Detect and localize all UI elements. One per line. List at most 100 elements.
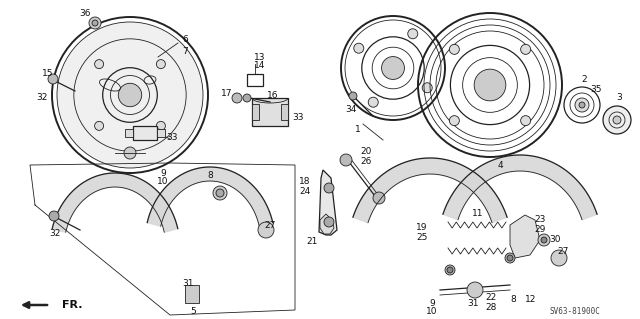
Text: 27: 27 bbox=[557, 248, 569, 256]
Text: 7: 7 bbox=[182, 48, 188, 56]
Text: 24: 24 bbox=[300, 188, 310, 197]
Circle shape bbox=[258, 222, 274, 238]
Text: 22: 22 bbox=[485, 293, 497, 302]
Circle shape bbox=[445, 265, 455, 275]
Text: 35: 35 bbox=[590, 85, 602, 93]
Text: 20: 20 bbox=[360, 147, 372, 157]
Circle shape bbox=[541, 237, 547, 243]
Text: 6: 6 bbox=[182, 35, 188, 44]
Text: 21: 21 bbox=[307, 238, 317, 247]
Circle shape bbox=[48, 74, 58, 84]
Text: 23: 23 bbox=[534, 216, 546, 225]
Text: 10: 10 bbox=[157, 176, 169, 186]
Text: 26: 26 bbox=[360, 158, 372, 167]
Circle shape bbox=[89, 17, 101, 29]
Text: 4: 4 bbox=[497, 160, 503, 169]
Circle shape bbox=[49, 211, 59, 221]
Circle shape bbox=[422, 83, 432, 93]
Circle shape bbox=[538, 234, 550, 246]
Circle shape bbox=[449, 116, 460, 126]
Text: 9: 9 bbox=[160, 168, 166, 177]
Text: 11: 11 bbox=[472, 209, 484, 218]
Circle shape bbox=[520, 44, 531, 54]
Circle shape bbox=[156, 122, 165, 130]
Circle shape bbox=[507, 255, 513, 261]
Circle shape bbox=[95, 60, 104, 69]
Circle shape bbox=[124, 147, 136, 159]
Circle shape bbox=[324, 183, 334, 193]
Polygon shape bbox=[147, 167, 273, 226]
Text: 1: 1 bbox=[355, 125, 361, 135]
Circle shape bbox=[232, 93, 242, 103]
Text: 15: 15 bbox=[42, 69, 54, 78]
Circle shape bbox=[613, 116, 621, 124]
Polygon shape bbox=[353, 158, 507, 223]
Circle shape bbox=[213, 186, 227, 200]
Circle shape bbox=[349, 92, 357, 100]
Bar bbox=[185, 285, 199, 303]
Circle shape bbox=[449, 44, 460, 54]
Circle shape bbox=[579, 102, 585, 108]
Polygon shape bbox=[320, 214, 334, 234]
Circle shape bbox=[447, 267, 453, 273]
Circle shape bbox=[154, 129, 162, 137]
Text: 32: 32 bbox=[49, 228, 61, 238]
Text: 31: 31 bbox=[182, 278, 194, 287]
Polygon shape bbox=[52, 173, 178, 232]
Text: 13: 13 bbox=[254, 54, 266, 63]
Polygon shape bbox=[319, 170, 337, 235]
Text: 30: 30 bbox=[549, 235, 561, 244]
Circle shape bbox=[603, 106, 631, 134]
Bar bbox=[252, 98, 288, 126]
Circle shape bbox=[381, 56, 404, 79]
Circle shape bbox=[575, 98, 589, 112]
Circle shape bbox=[95, 122, 104, 130]
Circle shape bbox=[57, 22, 203, 168]
Bar bbox=[281, 104, 288, 120]
Circle shape bbox=[408, 29, 418, 39]
Text: 31: 31 bbox=[467, 299, 479, 308]
Text: 17: 17 bbox=[221, 90, 233, 99]
Text: 12: 12 bbox=[525, 295, 537, 305]
Circle shape bbox=[551, 250, 567, 266]
Text: 8: 8 bbox=[510, 295, 516, 305]
Text: 33: 33 bbox=[292, 113, 304, 122]
Circle shape bbox=[156, 60, 165, 69]
Text: 27: 27 bbox=[264, 220, 276, 229]
Polygon shape bbox=[443, 155, 597, 220]
Circle shape bbox=[243, 94, 251, 102]
Text: 14: 14 bbox=[254, 62, 266, 70]
Text: SV63-81900C: SV63-81900C bbox=[550, 308, 600, 316]
Bar bbox=[133, 126, 157, 140]
Text: 10: 10 bbox=[426, 307, 438, 315]
Circle shape bbox=[474, 69, 506, 101]
Text: 34: 34 bbox=[346, 106, 356, 115]
Circle shape bbox=[373, 192, 385, 204]
Bar bbox=[125, 129, 133, 137]
Circle shape bbox=[216, 189, 224, 197]
Bar bbox=[157, 129, 165, 137]
Circle shape bbox=[324, 217, 334, 227]
Circle shape bbox=[340, 154, 352, 166]
Circle shape bbox=[354, 43, 364, 53]
Circle shape bbox=[467, 282, 483, 298]
Text: 16: 16 bbox=[268, 92, 279, 100]
Polygon shape bbox=[510, 215, 540, 258]
Text: 29: 29 bbox=[534, 226, 546, 234]
Text: 8: 8 bbox=[207, 170, 213, 180]
Text: 33: 33 bbox=[166, 132, 178, 142]
Text: FR.: FR. bbox=[62, 300, 83, 310]
Text: 36: 36 bbox=[79, 9, 91, 18]
Text: 28: 28 bbox=[485, 303, 497, 313]
Circle shape bbox=[505, 253, 515, 263]
Bar bbox=[252, 104, 259, 120]
Text: 19: 19 bbox=[416, 224, 428, 233]
Text: 5: 5 bbox=[190, 308, 196, 316]
Circle shape bbox=[368, 97, 378, 107]
Text: 9: 9 bbox=[429, 299, 435, 308]
Text: 25: 25 bbox=[416, 234, 428, 242]
Circle shape bbox=[118, 83, 141, 107]
Text: 3: 3 bbox=[616, 93, 622, 102]
Text: 32: 32 bbox=[36, 93, 48, 101]
Circle shape bbox=[520, 116, 531, 126]
